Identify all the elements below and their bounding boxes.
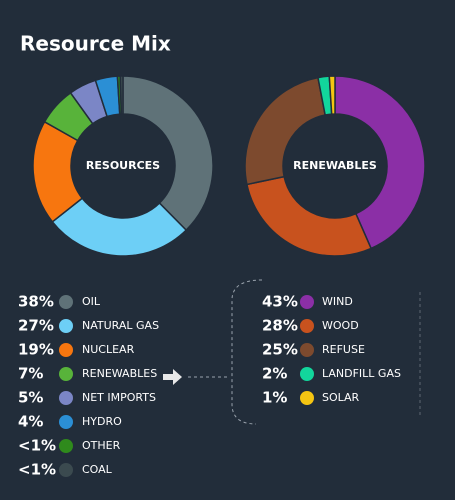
donut-slice <box>334 75 426 250</box>
legend-swatch <box>59 391 73 405</box>
legend-value: <1% <box>18 461 56 479</box>
legend-label: OIL <box>82 295 101 308</box>
donut-center-label: RESOURCES <box>86 159 160 172</box>
legend-swatch <box>59 463 73 477</box>
donut-slice <box>122 75 214 232</box>
legend-value: 19% <box>18 341 54 359</box>
legend-label: COAL <box>82 463 113 476</box>
legend-value: 2% <box>262 365 287 383</box>
donut-slice <box>246 175 373 257</box>
panel-title: Resource Mix <box>20 32 171 56</box>
legend-value: 25% <box>262 341 298 359</box>
legend-label: REFUSE <box>322 343 365 356</box>
legend-label: NATURAL GAS <box>82 319 159 332</box>
legend-label: SOLAR <box>322 391 360 404</box>
legend-label: HYDRO <box>82 415 122 428</box>
arrow <box>163 369 182 385</box>
legend-swatch <box>59 415 73 429</box>
legend-swatch <box>59 343 73 357</box>
legend-value: 38% <box>18 293 54 311</box>
legend-value: 1% <box>262 389 287 407</box>
legend-label: LANDFILL GAS <box>322 367 401 380</box>
donut-slice <box>328 75 336 115</box>
legend-swatch <box>59 367 73 381</box>
bracket <box>231 279 263 425</box>
donut-center-label: RENEWABLES <box>293 159 377 172</box>
legend-value: 4% <box>18 413 43 431</box>
legend-label: NET IMPORTS <box>82 391 156 404</box>
legend-label: WIND <box>322 295 353 308</box>
legend-swatch <box>300 319 314 333</box>
legend-value: 28% <box>262 317 298 335</box>
legend-value: 43% <box>262 293 298 311</box>
legend-swatch <box>300 343 314 357</box>
legend-value: 27% <box>18 317 54 335</box>
legend-label: RENEWABLES <box>82 367 157 380</box>
legend-label: OTHER <box>82 439 121 452</box>
legend-swatch <box>59 319 73 333</box>
legend-swatch <box>59 295 73 309</box>
legend-label: WOOD <box>322 319 359 332</box>
legend-swatch <box>300 391 314 405</box>
legend-value: 5% <box>18 389 43 407</box>
legend-swatch <box>300 367 314 381</box>
legend-value: <1% <box>18 437 56 455</box>
legend-value: 7% <box>18 365 43 383</box>
donut-slice <box>119 75 124 115</box>
legend-swatch <box>300 295 314 309</box>
legend-swatch <box>59 439 73 453</box>
donut-slice <box>51 197 188 257</box>
legend-label: NUCLEAR <box>82 343 135 356</box>
donut-slice <box>244 76 327 186</box>
